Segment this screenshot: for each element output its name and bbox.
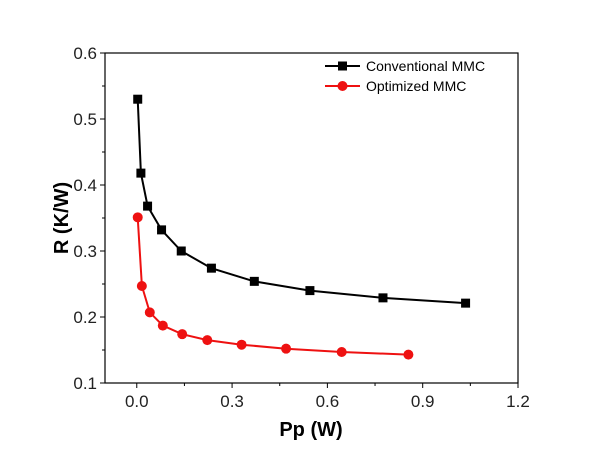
y-tick-label: 0.4 [73, 176, 97, 195]
plot-frame [104, 52, 519, 384]
y-tick-label: 0.2 [73, 308, 97, 327]
data-point [206, 263, 216, 273]
data-point [336, 346, 347, 357]
data-point [202, 335, 213, 346]
y-tick-label: 0.1 [73, 374, 97, 393]
x-tick-label: 0.3 [220, 392, 244, 411]
legend: Conventional MMC Optimized MMC [325, 58, 485, 94]
x-tick-label: 0.0 [125, 392, 149, 411]
series-optimized-mmc [132, 212, 414, 360]
data-point [305, 286, 315, 296]
data-point [177, 329, 188, 340]
data-point [136, 168, 146, 178]
data-point [144, 307, 155, 318]
x-tick-label: 0.9 [411, 392, 435, 411]
x-axis-title: Pp (W) [279, 419, 342, 441]
data-point [157, 320, 168, 331]
data-point [281, 343, 292, 354]
legend-label: Optimized MMC [366, 78, 466, 94]
y-tick-label: 0.3 [73, 242, 97, 261]
legend-marker [337, 81, 348, 91]
data-point [249, 276, 259, 286]
y-axis-title: R (K/W) [51, 182, 73, 254]
data-point [403, 349, 414, 360]
series-line-optimized-mmc [136, 217, 409, 356]
series-layer [132, 94, 471, 360]
y-tick-label: 0.6 [73, 44, 97, 63]
x-tick-label: 0.6 [316, 392, 340, 411]
y-tick-label: 0.5 [73, 110, 97, 129]
data-point [236, 339, 247, 350]
data-point [461, 298, 471, 308]
x-axis-ticks: 0.0 0.3 0.6 0.9 1.2 [125, 383, 530, 411]
data-point [136, 280, 147, 291]
data-point [143, 201, 153, 211]
y-axis-ticks: 0.1 0.2 0.3 0.4 0.5 0.6 [73, 44, 105, 393]
series-line-conventional-mmc [136, 99, 466, 305]
data-point [132, 212, 143, 223]
legend-marker [338, 61, 347, 71]
data-point [133, 94, 143, 104]
series-conventional-mmc [133, 94, 471, 308]
x-tick-label: 1.2 [506, 392, 530, 411]
legend-label: Conventional MMC [366, 58, 485, 74]
data-point [176, 246, 186, 256]
data-point [378, 293, 388, 303]
data-point [157, 225, 167, 235]
